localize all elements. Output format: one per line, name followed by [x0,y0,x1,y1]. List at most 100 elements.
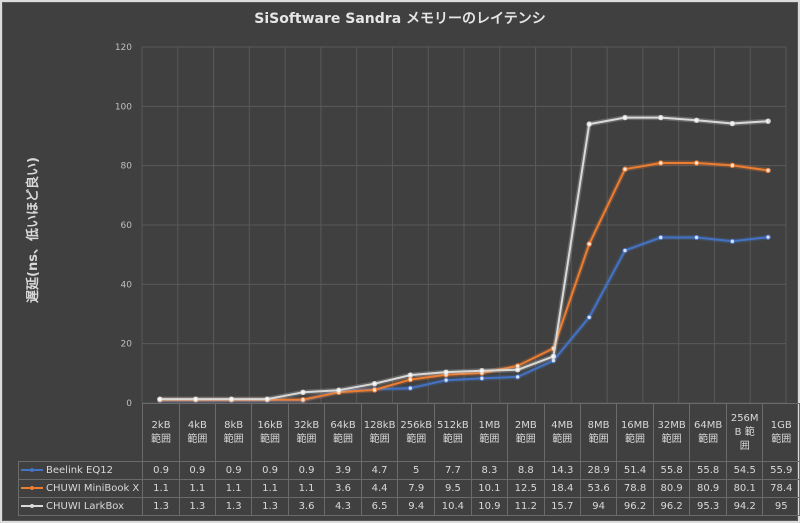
data-point-marker [192,396,199,402]
data-point-marker [300,397,306,403]
table-cell: 55.9 [762,461,800,480]
category-label: 1MB 範囲 [470,403,509,462]
table-cell: 0.9 [214,461,253,480]
chart-title: SiSoftware Sandra メモリーのレイテンシ [254,11,546,27]
table-cell: 53.6 [579,479,618,498]
table-cell: 0.9 [178,461,217,480]
series-lines [157,114,771,404]
data-point-marker [514,367,521,373]
table-cell: 80.9 [689,479,727,498]
y-tick-label: 120 [115,43,132,53]
data-point-marker [479,375,485,382]
y-axis-ticks: 0 20 40 60 80 100 120 [115,43,132,409]
table-cell: 55.8 [652,461,691,480]
table-cell: 1.1 [251,479,289,498]
table-cell: 1.1 [287,479,326,498]
data-point-marker [550,353,557,360]
table-cell: 1.1 [142,479,180,498]
table-cell: 28.9 [579,461,618,480]
data-point-marker [300,389,306,396]
data-point-marker [264,396,270,402]
legend-entry: CHUWI LarkBox [17,497,144,516]
category-label: 8MB 範囲 [579,403,618,462]
table-cell: 4.7 [360,461,399,480]
data-point-marker [693,160,700,166]
table-cell: 96.2 [652,497,691,516]
category-label: 128kB 範囲 [360,403,399,462]
table-cell: 6.5 [360,497,399,516]
table-cell: 0.9 [287,461,326,480]
category-label: 64MB 範囲 [689,403,727,462]
table-row: Beelink EQ12 0.9 0.9 0.9 0.9 0.9 3.9 4.7 5 7.7 8.3… [17,461,800,480]
data-point-marker [514,374,521,380]
table-cell: 0.9 [251,461,289,480]
legend-line-icon [21,467,43,472]
table-cell: 9.4 [397,497,436,516]
y-tick-label: 100 [115,102,132,112]
table-cell: 51.4 [616,461,654,480]
data-point-marker [479,367,485,374]
table-cell: 78.8 [616,479,654,498]
table-cell: 78.4 [762,479,800,498]
data-point-marker [157,396,163,402]
category-label: 8kB 範囲 [214,403,253,462]
data-point-marker [729,238,736,245]
table-cell: 94 [579,497,618,516]
table-cell: 80.9 [652,479,691,498]
table-cell: 1.3 [214,497,253,516]
table-cell: 1.1 [178,479,217,498]
category-label: 32MB 範囲 [652,403,691,462]
table-cell: 9.5 [434,479,472,498]
table-cell: 11.2 [507,497,545,516]
table-cell: 18.4 [543,479,581,498]
data-point-marker [586,314,592,320]
table-cell: 5 [397,461,436,480]
data-point-marker [693,117,700,123]
data-point-marker [371,381,378,387]
y-tick-label: 60 [121,221,133,231]
table-cell: 4.4 [360,479,399,498]
y-tick-label: 20 [121,340,133,350]
data-point-marker [443,369,449,375]
y-tick-label: 40 [121,280,133,290]
table-row: CHUWI MiniBook X 1.1 1.1 1.1 1.1 1.1 3.6 4.4 7.9… [17,479,800,498]
table-cell: 3.6 [287,497,326,516]
table-row: CHUWI LarkBox 1.3 1.3 1.3 1.3 3.6 4.3 6.5 9.4 10.… [17,497,800,516]
category-label: 4MB 範囲 [543,403,581,462]
table-cell: 15.7 [543,497,581,516]
data-point-marker [622,166,628,172]
legend-line-icon [21,503,43,508]
table-cell: 95.3 [689,497,727,516]
category-label: 256M B 範囲 [725,403,764,462]
table-cell: 80.1 [725,479,764,498]
table-cell: 8.8 [507,461,545,480]
data-point-marker [622,247,628,254]
data-point-marker [228,396,235,402]
data-table: 2kB 範囲 4kB 範囲 8kB 範囲 16kB 範囲 32kB 範囲 64kB 範囲 128kB 範囲… [17,403,800,516]
y-tick-label: 0 [126,399,132,409]
table-cell: 1.3 [251,497,289,516]
table-cell: 10.1 [470,479,509,498]
category-label: 16kB 範囲 [251,403,289,462]
data-point-marker [765,118,771,124]
table-cell: 54.5 [725,461,764,480]
table-cell: 3.6 [324,479,362,498]
table-cell: 8.3 [470,461,509,480]
data-point-marker [765,234,771,240]
category-label: 64kB 範囲 [324,403,362,462]
data-point-marker [586,241,592,247]
data-point-marker [729,162,736,169]
legend-entry: Beelink EQ12 [17,461,144,480]
data-point-marker [622,114,628,121]
y-tick-label: 80 [121,162,133,172]
table-cell: 96.2 [616,497,654,516]
table-cell: 55.8 [689,461,727,480]
table-cell: 7.9 [397,479,436,498]
category-label: 32kB 範囲 [287,403,326,462]
table-cell: 4.3 [324,497,362,516]
table-cell: 95 [762,497,800,516]
gridlines [141,46,787,404]
data-point-marker [658,160,664,166]
table-cell: 7.7 [434,461,472,480]
